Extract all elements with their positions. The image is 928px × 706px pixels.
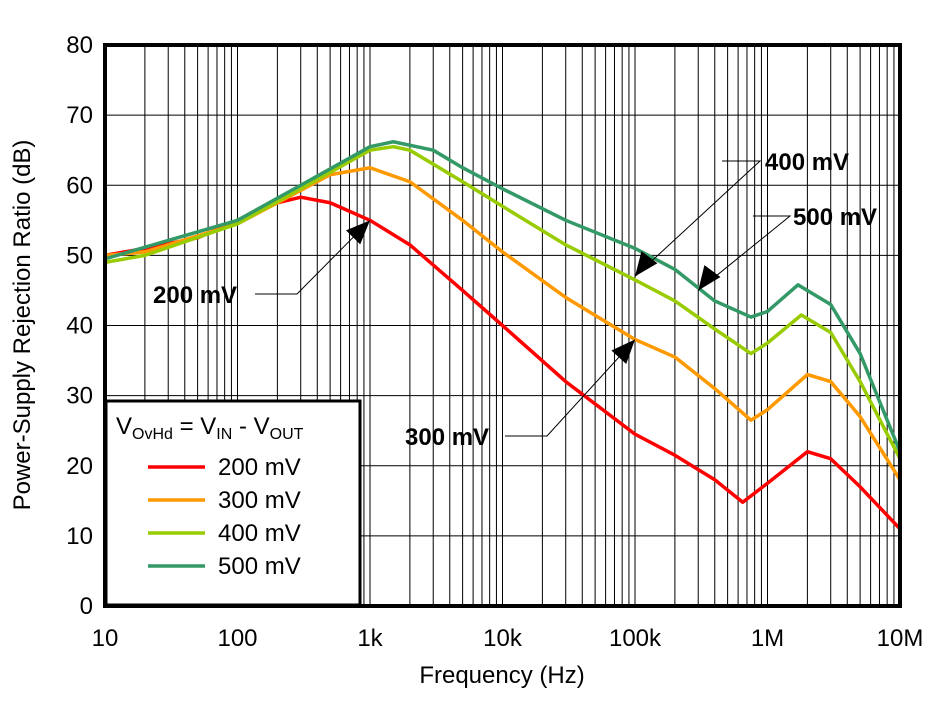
series-line-500mV [104, 140, 902, 453]
x-tick-label: 10k [483, 625, 523, 652]
arrow-head-icon [611, 339, 635, 364]
annotation-leader [255, 219, 371, 295]
legend-label: 500 mV [218, 553, 301, 580]
annotation-label: 200 mV [153, 282, 237, 309]
x-axis-label: Frequency (Hz) [419, 662, 584, 689]
arrow-head-icon [635, 251, 658, 277]
annotation-leader [634, 160, 762, 277]
arrow-head-icon [698, 265, 721, 291]
series-line-400mV [104, 144, 902, 460]
x-tick-label: 1M [751, 625, 784, 652]
legend-label: 200 mV [218, 454, 301, 481]
y-tick-label: 0 [80, 593, 93, 620]
arrow-head-icon [346, 220, 370, 245]
legend-label: 400 mV [218, 520, 301, 547]
tick-labels: 10 100 1k 10k 100k 1M 10M 0 10 20 30 40 50 60 70 80 [66, 32, 923, 652]
legend: VOvHd = VIN - VOUT 200 mV 300 mV 400 mV 500… [104, 399, 362, 607]
y-axis-label: Power-Supply Rejection Ratio (dB) [9, 140, 36, 511]
series-lines [104, 140, 902, 531]
y-tick-label: 40 [66, 313, 93, 340]
y-tick-label: 10 [66, 523, 93, 550]
x-tick-label: 1k [357, 625, 383, 652]
plot-frame [103, 43, 902, 608]
y-tick-label: 60 [66, 172, 93, 199]
annotations: 200 mV 300 mV 400 mV 500 mV [153, 149, 877, 451]
legend-label: 300 mV [218, 487, 301, 514]
annotation-label: 500 mV [793, 204, 877, 231]
legend-title: VOvHd = VIN - VOUT [116, 413, 304, 443]
y-tick-label: 70 [66, 102, 93, 129]
annotation-label: 300 mV [405, 424, 489, 451]
annotation-leader [505, 339, 636, 437]
x-tick-label: 100k [609, 625, 662, 652]
y-tick-label: 20 [66, 453, 93, 480]
annotation-label: 400 mV [765, 149, 849, 176]
y-tick-label: 30 [66, 383, 93, 410]
y-tick-label: 50 [66, 242, 93, 269]
x-tick-label: 100 [217, 625, 257, 652]
annotation-leader [697, 215, 792, 291]
y-tick-label: 80 [66, 32, 93, 59]
x-tick-label: 10M [877, 625, 924, 652]
x-tick-label: 10 [92, 625, 119, 652]
